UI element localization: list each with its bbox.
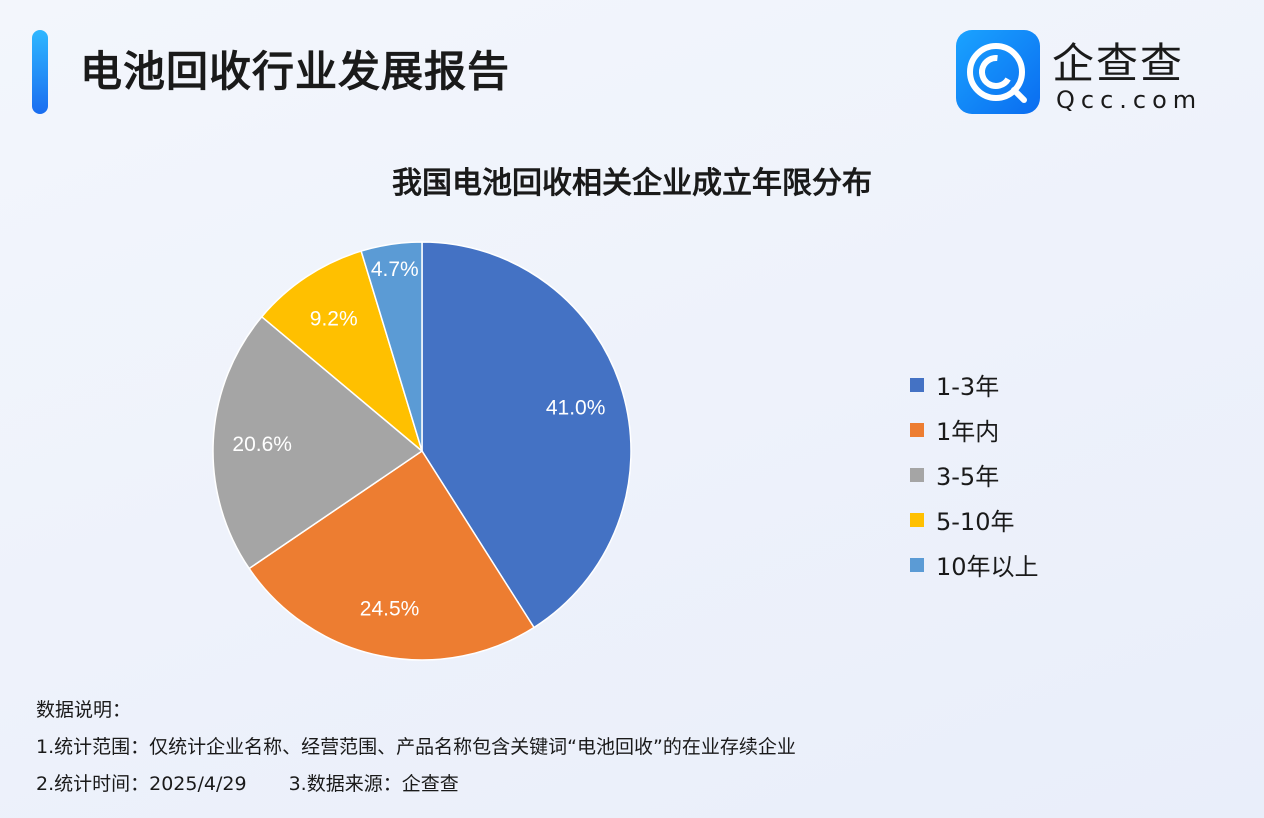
- legend-item: 5-10年: [910, 497, 1039, 542]
- legend-label: 5-10年: [936, 508, 1015, 536]
- pie-slice-1: [248, 449, 536, 661]
- legend-swatch: [910, 557, 924, 572]
- pie-slice-2: [212, 315, 424, 570]
- chart-legend: 1-3年 1年内 3-5年 5-10年 10年以上: [910, 362, 1039, 587]
- pie-slice-0: [421, 241, 632, 629]
- logo-text-cn: 企查查: [1052, 39, 1185, 88]
- legend-item: 3-5年: [910, 452, 1039, 497]
- data-notes: 数据说明： 1.统计范围：仅统计企业名称、经营范围、产品名称包含关键词“电池回收…: [36, 692, 796, 803]
- data-label-4: 4.7%: [371, 258, 419, 281]
- pie-slice-3: [260, 250, 424, 454]
- legend-item: 1年内: [910, 407, 1039, 452]
- chart-title: 我国电池回收相关企业成立年限分布: [392, 166, 872, 201]
- legend-swatch: [910, 467, 924, 482]
- legend-swatch: [910, 422, 924, 437]
- qcc-logo-icon: [956, 30, 1040, 114]
- notes-time: 2.统计时间：2025/4/29: [36, 773, 247, 795]
- title-accent-bar: [32, 30, 48, 114]
- legend-label: 10年以上: [936, 553, 1039, 581]
- notes-scope: 1.统计范围：仅统计企业名称、经营范围、产品名称包含关键词“电池回收”的在业存续…: [36, 736, 796, 758]
- legend-label: 3-5年: [936, 463, 1000, 491]
- data-label-2: 20.6%: [232, 433, 292, 456]
- notes-heading: 数据说明：: [36, 699, 132, 721]
- legend-swatch: [910, 377, 924, 392]
- logo-text-en: Qcc.com: [1056, 86, 1203, 114]
- legend-label: 1年内: [936, 418, 1000, 446]
- pie-slice-4: [360, 241, 423, 452]
- notes-source: 3.数据来源：企查查: [288, 773, 459, 795]
- legend-label: 1-3年: [936, 373, 1000, 401]
- report-title: 电池回收行业发展报告: [80, 47, 511, 96]
- data-label-1: 24.5%: [360, 598, 420, 621]
- legend-swatch: [910, 512, 924, 527]
- data-label-0: 41.0%: [546, 396, 606, 419]
- legend-item: 1-3年: [910, 362, 1039, 407]
- qcc-logo: 企查查 Qcc.com: [956, 30, 1226, 114]
- legend-item: 10年以上: [910, 542, 1039, 587]
- data-label-3: 9.2%: [310, 308, 358, 331]
